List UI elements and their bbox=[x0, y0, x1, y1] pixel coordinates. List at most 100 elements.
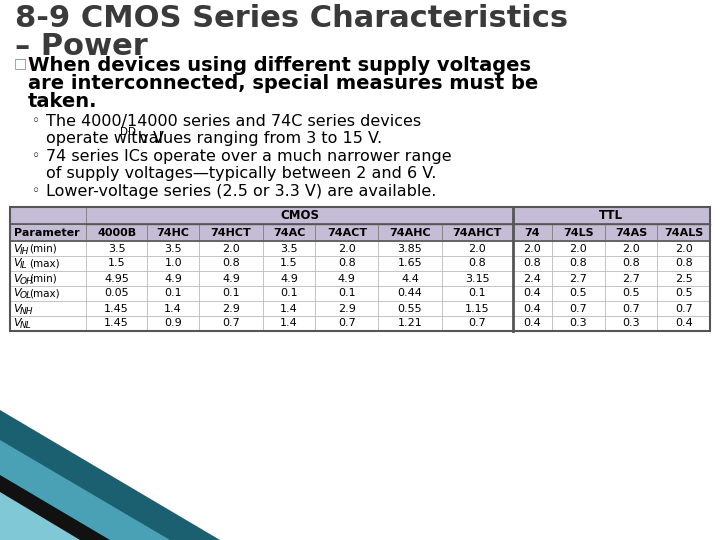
Bar bbox=[10, 241, 86, 256]
Text: 2.0: 2.0 bbox=[468, 244, 486, 253]
Text: 1.4: 1.4 bbox=[280, 319, 298, 328]
Text: operate with V: operate with V bbox=[46, 131, 164, 146]
Bar bbox=[86, 207, 513, 224]
Text: 1.4: 1.4 bbox=[280, 303, 298, 314]
Bar bbox=[513, 271, 552, 286]
Bar bbox=[441, 286, 513, 301]
Text: 3.85: 3.85 bbox=[397, 244, 423, 253]
Polygon shape bbox=[0, 475, 110, 540]
Bar bbox=[441, 271, 513, 286]
Text: 2.9: 2.9 bbox=[338, 303, 356, 314]
Bar bbox=[147, 241, 199, 256]
Text: V: V bbox=[13, 288, 21, 299]
Bar bbox=[441, 241, 513, 256]
Text: 3.5: 3.5 bbox=[280, 244, 298, 253]
Bar bbox=[147, 224, 199, 241]
Bar bbox=[315, 241, 379, 256]
Text: 0.1: 0.1 bbox=[338, 288, 356, 299]
Bar bbox=[552, 224, 605, 241]
Text: 8-9 CMOS Series Characteristics: 8-9 CMOS Series Characteristics bbox=[15, 4, 568, 33]
Bar bbox=[379, 271, 441, 286]
Text: IL: IL bbox=[20, 261, 27, 271]
Bar bbox=[605, 301, 657, 316]
Bar bbox=[86, 224, 147, 241]
Bar bbox=[86, 316, 147, 331]
Bar bbox=[552, 286, 605, 301]
Text: 4000B: 4000B bbox=[97, 227, 136, 238]
Text: 1.65: 1.65 bbox=[397, 259, 423, 268]
Text: ◦: ◦ bbox=[32, 149, 40, 163]
Bar bbox=[199, 301, 263, 316]
Text: □: □ bbox=[14, 56, 27, 70]
Text: 0.4: 0.4 bbox=[523, 319, 541, 328]
Bar bbox=[263, 271, 315, 286]
Text: 0.8: 0.8 bbox=[468, 259, 486, 268]
Bar bbox=[263, 301, 315, 316]
Bar bbox=[657, 271, 710, 286]
Bar bbox=[10, 207, 86, 224]
Text: DD: DD bbox=[120, 127, 136, 137]
Bar bbox=[10, 207, 710, 331]
Bar bbox=[605, 256, 657, 271]
Bar bbox=[315, 301, 379, 316]
Text: 0.4: 0.4 bbox=[675, 319, 693, 328]
Text: TTL: TTL bbox=[599, 209, 624, 222]
Text: 2.7: 2.7 bbox=[570, 273, 588, 284]
Text: 0.8: 0.8 bbox=[675, 259, 693, 268]
Text: 1.21: 1.21 bbox=[397, 319, 423, 328]
Bar bbox=[605, 286, 657, 301]
Bar bbox=[199, 256, 263, 271]
Bar bbox=[147, 316, 199, 331]
Text: 3.5: 3.5 bbox=[164, 244, 182, 253]
Text: ◦: ◦ bbox=[32, 184, 40, 198]
Text: 74HC: 74HC bbox=[157, 227, 189, 238]
Text: 74HCT: 74HCT bbox=[211, 227, 251, 238]
Bar bbox=[513, 241, 552, 256]
Text: 3.5: 3.5 bbox=[108, 244, 125, 253]
Text: 74AC: 74AC bbox=[273, 227, 305, 238]
Text: V: V bbox=[13, 273, 21, 284]
Text: 1.5: 1.5 bbox=[108, 259, 125, 268]
Text: The 4000/14000 series and 74C series devices: The 4000/14000 series and 74C series dev… bbox=[46, 114, 421, 129]
Text: V: V bbox=[13, 244, 21, 253]
Bar bbox=[513, 286, 552, 301]
Bar bbox=[513, 207, 710, 224]
Text: 2.0: 2.0 bbox=[570, 244, 588, 253]
Text: taken.: taken. bbox=[28, 92, 97, 111]
Text: 0.44: 0.44 bbox=[397, 288, 423, 299]
Text: 0.4: 0.4 bbox=[523, 303, 541, 314]
Text: 0.7: 0.7 bbox=[622, 303, 640, 314]
Text: 0.8: 0.8 bbox=[338, 259, 356, 268]
Bar bbox=[379, 286, 441, 301]
Text: 0.05: 0.05 bbox=[104, 288, 129, 299]
Bar bbox=[657, 286, 710, 301]
Text: IH: IH bbox=[20, 246, 30, 255]
Bar bbox=[199, 316, 263, 331]
Text: 0.1: 0.1 bbox=[222, 288, 240, 299]
Bar bbox=[86, 241, 147, 256]
Bar bbox=[513, 256, 552, 271]
Text: 0.1: 0.1 bbox=[164, 288, 182, 299]
Bar bbox=[441, 224, 513, 241]
Text: 1.45: 1.45 bbox=[104, 319, 129, 328]
Text: (min): (min) bbox=[29, 273, 57, 284]
Text: 0.8: 0.8 bbox=[222, 259, 240, 268]
Text: 0.3: 0.3 bbox=[622, 319, 640, 328]
Text: Parameter: Parameter bbox=[14, 227, 80, 238]
Text: (max): (max) bbox=[29, 259, 60, 268]
Bar bbox=[263, 316, 315, 331]
Text: values ranging from 3 to 15 V.: values ranging from 3 to 15 V. bbox=[134, 131, 382, 146]
Text: 74ACT: 74ACT bbox=[327, 227, 367, 238]
Bar bbox=[513, 316, 552, 331]
Text: 0.3: 0.3 bbox=[570, 319, 588, 328]
Text: 1.45: 1.45 bbox=[104, 303, 129, 314]
Text: 74AHCT: 74AHCT bbox=[452, 227, 502, 238]
Text: 0.7: 0.7 bbox=[468, 319, 486, 328]
Text: 0.7: 0.7 bbox=[675, 303, 693, 314]
Text: are interconnected, special measures must be: are interconnected, special measures mus… bbox=[28, 74, 539, 93]
Text: (max): (max) bbox=[29, 288, 60, 299]
Text: 0.8: 0.8 bbox=[622, 259, 640, 268]
Text: 2.0: 2.0 bbox=[222, 244, 240, 253]
Text: 1.5: 1.5 bbox=[280, 259, 298, 268]
Bar bbox=[657, 316, 710, 331]
